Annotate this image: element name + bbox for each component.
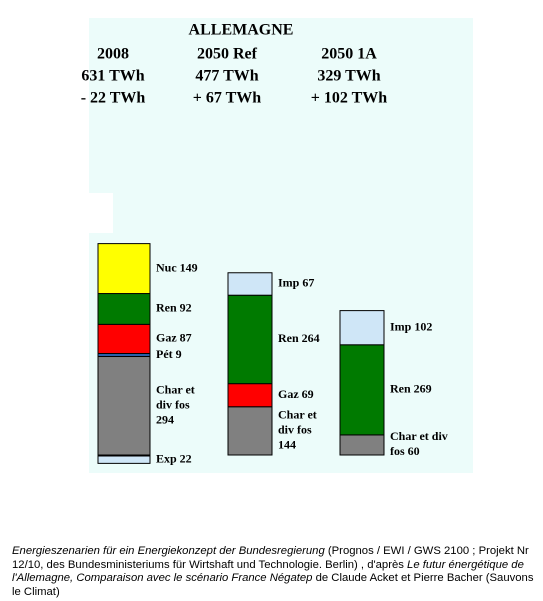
bar-segment [339, 344, 385, 436]
segment-label: Char et [278, 408, 317, 422]
segment-label: 294 [156, 413, 174, 427]
segment-label: Exp 22 [156, 451, 192, 465]
bar-segment [227, 383, 273, 408]
segment-label: 144 [278, 438, 296, 452]
caption-part: Le futur énergétique de l'Allemagne, Com… [12, 558, 524, 585]
column-balance: - 22 TWh [81, 90, 146, 107]
segment-label: div fos [278, 423, 312, 437]
bar-segment [227, 294, 273, 385]
bar-segment [339, 310, 385, 346]
segment-label: Imp 102 [390, 319, 432, 333]
bar-segment [97, 243, 151, 295]
bar-segment [97, 293, 151, 325]
bar-segment [227, 406, 273, 456]
segment-label: Char et div [390, 429, 448, 443]
caption-part: de Claude Acket et Pierre Bacher (Sauvon… [12, 572, 534, 598]
segment-label: Gaz 87 [156, 331, 192, 345]
column-balance: + 102 TWh [311, 90, 388, 107]
caption-part: (Prognos / EWI / GWS 2100 ; Projekt Nr 1… [12, 545, 529, 571]
segment-label: Ren 264 [278, 331, 320, 345]
column-total: 477 TWh [195, 68, 258, 85]
column-total: 631 TWh [81, 68, 144, 85]
segment-label: Pét 9 [156, 347, 182, 361]
column-name: 2050 1A [321, 46, 377, 63]
column-name: 2050 Ref [197, 46, 258, 63]
segment-label: Gaz 69 [278, 387, 314, 401]
bar-segment [97, 455, 151, 464]
chart-title: ALLEMAGNE [189, 22, 294, 39]
segment-label: Ren 92 [156, 301, 192, 315]
bar-segment [339, 434, 385, 456]
segment-label: Nuc 149 [156, 260, 198, 274]
chart: ALLEMAGNE 2008 631 TWh - 22 TWh Exp 22 Char … [81, 18, 473, 473]
bar-segment [227, 272, 273, 296]
bar-segment [97, 323, 151, 354]
segment-label: Imp 67 [278, 276, 314, 290]
caption-part: Energieszenarien für ein Energiekonzept … [12, 545, 325, 557]
column-name: 2008 [97, 46, 129, 63]
column-balance: + 67 TWh [193, 90, 262, 107]
caption: Energieszenarien für ein Energiekonzept … [12, 545, 540, 599]
column-total: 329 TWh [317, 68, 380, 85]
segment-label: Ren 269 [390, 382, 432, 396]
bar-segment [97, 356, 151, 456]
segment-label: fos 60 [390, 444, 420, 458]
segment-label: Char et [156, 383, 195, 397]
segment-label: div fos [156, 398, 190, 412]
